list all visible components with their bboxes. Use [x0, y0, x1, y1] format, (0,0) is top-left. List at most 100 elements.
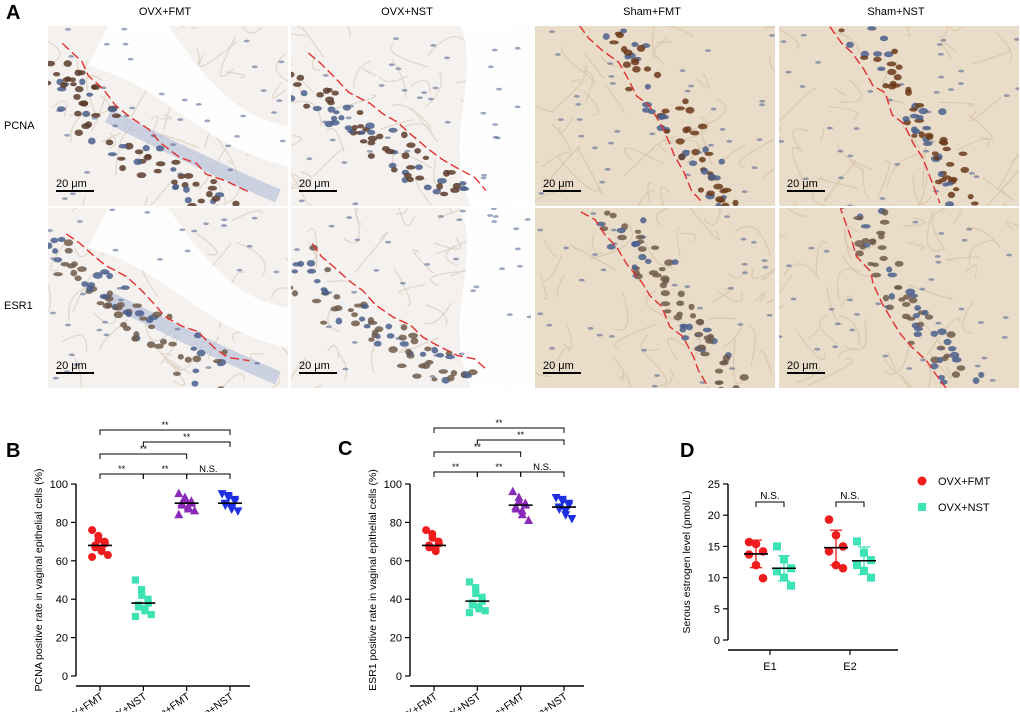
- data-point: [422, 526, 431, 535]
- data-point: [138, 586, 146, 594]
- histology-image-pcna-sham-fmt: 20 μm: [535, 26, 775, 206]
- data-point: [524, 515, 534, 524]
- data-point: [831, 560, 841, 570]
- y-tick-label: 100: [50, 479, 68, 491]
- significance-label: N.S.: [840, 491, 859, 502]
- x-tick-label: OVX+NST: [436, 690, 484, 712]
- y-tick-label: 0: [62, 671, 68, 683]
- data-point: [853, 537, 861, 546]
- data-point: [141, 607, 149, 615]
- significance-label: **: [495, 462, 503, 472]
- data-point: [867, 573, 875, 582]
- scale-bar: [543, 372, 581, 374]
- legend-marker-ovx-fmt: [917, 476, 927, 486]
- panel-label-b: B: [6, 440, 21, 462]
- histology-image-pcna-ovx-nst: 20 μm: [291, 26, 531, 206]
- histology-image-esr1-ovx-nst: 20 μm: [291, 208, 531, 388]
- data-point: [780, 555, 788, 564]
- y-tick-label: 40: [56, 594, 68, 606]
- scale-bar: [787, 190, 825, 192]
- scale-bar-label: 20 μm: [299, 178, 330, 190]
- data-point: [773, 542, 781, 551]
- data-point: [88, 552, 97, 561]
- significance-bracket: N.S.: [835, 491, 865, 507]
- data-point: [831, 530, 841, 540]
- y-tick-label: 5: [714, 604, 720, 616]
- data-point: [138, 591, 146, 599]
- panel-label-a: A: [6, 2, 21, 24]
- data-point: [103, 551, 112, 560]
- significance-bracket: **: [476, 462, 522, 477]
- col-title-ovx-nst: OVX+NST: [381, 6, 433, 18]
- y-axis: 0 20 40 60 80 100: [50, 479, 77, 683]
- data-point: [428, 533, 437, 542]
- x-tick-label: Sham+NST: [184, 690, 236, 712]
- data-point: [481, 607, 489, 615]
- significance-bracket: **: [476, 430, 565, 445]
- data-point: [177, 500, 187, 509]
- data-point: [144, 595, 152, 603]
- data-point: [860, 566, 868, 575]
- significance-label: **: [517, 430, 525, 440]
- data-point: [780, 573, 788, 582]
- col-title-sham-fmt: Sham+FMT: [623, 6, 681, 18]
- data-point: [853, 561, 861, 570]
- data-point: [567, 515, 577, 524]
- data-point: [88, 526, 97, 535]
- y-axis: 0 5 10 15 20 25: [708, 479, 729, 647]
- chart-b: 0 20 40 60 80 100 PCNA positive rate in vagina…: [33, 420, 250, 712]
- significance-label: **: [161, 464, 169, 474]
- y-tick-label: 60: [390, 556, 402, 568]
- col-title-ovx-fmt: OVX+FMT: [138, 6, 192, 18]
- data-point: [472, 584, 480, 592]
- scale-bar-label: 20 μm: [543, 360, 574, 372]
- panel-label-c: C: [338, 438, 353, 460]
- x-tick-label: E1: [763, 661, 776, 673]
- y-tick-label: 20: [56, 633, 68, 645]
- histology-image-esr1-ovx-fmt: 20 μm: [48, 208, 288, 388]
- scale-bar-label: 20 μm: [543, 178, 574, 190]
- significance-bracket: **: [142, 432, 231, 447]
- data-point: [233, 507, 243, 516]
- histology-image-esr1-sham-fmt: 20 μm: [535, 208, 775, 388]
- data-point: [824, 547, 834, 556]
- data-point: [147, 610, 155, 619]
- data-point: [758, 573, 768, 583]
- data-point: [561, 511, 571, 520]
- data-point: [564, 501, 574, 511]
- data-point: [94, 535, 103, 544]
- scale-bar-label: 20 μm: [299, 360, 330, 372]
- significance-label: **: [452, 462, 460, 472]
- data-point: [472, 589, 480, 598]
- scale-bar: [299, 372, 337, 374]
- y-tick-label: 0: [714, 635, 720, 647]
- significance-bracket: **: [433, 418, 565, 433]
- data-point: [787, 581, 795, 590]
- legend-label: OVX+NST: [938, 502, 990, 514]
- significance-bracket: N.S.: [186, 464, 231, 479]
- y-axis-label: Serous estrogen level (pmol/L): [681, 491, 693, 634]
- data-point: [773, 567, 781, 576]
- significance-label: **: [474, 442, 482, 452]
- data-point: [751, 539, 761, 549]
- x-tick-label: E2: [843, 661, 856, 673]
- data-point: [465, 578, 474, 586]
- data-point: [174, 509, 184, 519]
- y-tick-label: 0: [396, 671, 402, 683]
- data-point: [860, 548, 868, 557]
- histology-image-pcna-sham-nst: 20 μm: [779, 26, 1019, 206]
- legend: OVX+FMT OVX+NST: [917, 476, 991, 514]
- scale-bar: [56, 372, 94, 374]
- x-tick-label: OVX+NST: [102, 690, 150, 712]
- scale-bar: [56, 190, 94, 192]
- col-title-sham-nst: Sham+NST: [867, 6, 925, 18]
- x-tick-label: OVX+FMT: [58, 690, 106, 712]
- row-label-pcna: PCNA: [4, 120, 35, 132]
- data-point: [174, 488, 184, 498]
- data-point: [478, 593, 486, 601]
- significance-bracket: **: [433, 462, 478, 477]
- y-axis-label: PCNA positive rate in vaginal epithelial…: [33, 469, 45, 692]
- data-point: [744, 537, 754, 547]
- data-point: [475, 605, 483, 613]
- significance-bracket: N.S.: [755, 491, 785, 507]
